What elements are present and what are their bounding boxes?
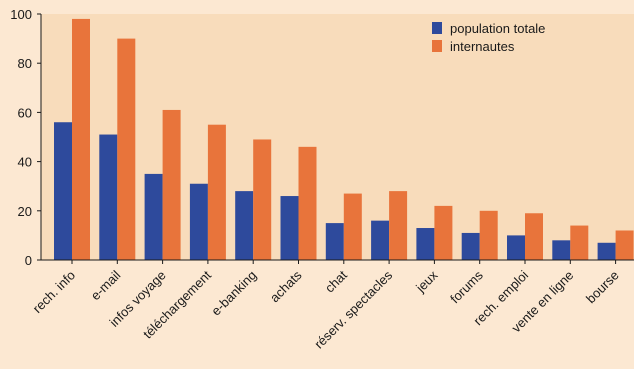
bar-population-totale-infos-voyage bbox=[144, 173, 163, 260]
bars bbox=[54, 18, 634, 261]
bar-population-totale-e-mail bbox=[99, 134, 118, 260]
legend: population totale internautes bbox=[432, 21, 545, 54]
legend-swatch-internautes bbox=[432, 40, 442, 52]
y-tick-label-80: 80 bbox=[18, 56, 32, 71]
legend-swatch-population-totale bbox=[432, 22, 442, 34]
bar-population-totale-bourse bbox=[597, 242, 616, 260]
bar-population-totale-rech-emploi bbox=[507, 235, 525, 260]
bar-internautes-bourse bbox=[615, 230, 634, 260]
legend-label-population-totale: population totale bbox=[450, 21, 545, 36]
bar-internautes-rech-info bbox=[72, 18, 90, 261]
bar-internautes-vente-en-ligne bbox=[570, 225, 589, 260]
y-tick-label-20: 20 bbox=[18, 204, 32, 219]
bar-internautes-infos-voyage bbox=[162, 109, 181, 260]
y-axis-ticks: 0 20 40 60 80 100 bbox=[10, 7, 41, 268]
bar-internautes-telechargement bbox=[207, 124, 226, 260]
bar-internautes-e-mail bbox=[117, 38, 136, 260]
bar-internautes-e-banking bbox=[253, 139, 272, 260]
bar-internautes-chat bbox=[343, 193, 362, 260]
bar-population-totale-forums bbox=[461, 232, 480, 260]
y-tick-label-60: 60 bbox=[18, 105, 32, 120]
bar-internautes-achats bbox=[298, 146, 317, 260]
bar-internautes-forums bbox=[479, 210, 498, 260]
bar-population-totale-achats bbox=[280, 196, 299, 260]
bar-population-totale-chat bbox=[325, 223, 344, 260]
legend-label-internautes: internautes bbox=[450, 39, 515, 54]
bar-internautes-reserv-spectacles bbox=[389, 191, 408, 260]
bar-population-totale-jeux bbox=[416, 228, 435, 260]
bar-population-totale-rech-info bbox=[54, 122, 72, 261]
bar-population-totale-telechargement bbox=[189, 183, 208, 260]
bar-internautes-jeux bbox=[434, 205, 453, 260]
bar-population-totale-reserv-spectacles bbox=[371, 220, 390, 260]
bar-population-totale-vente-en-ligne bbox=[552, 240, 571, 260]
y-tick-label-0: 0 bbox=[25, 253, 32, 268]
bar-internautes-rech-emploi bbox=[525, 213, 543, 260]
y-tick-label-100: 100 bbox=[10, 7, 32, 22]
y-tick-label-40: 40 bbox=[18, 155, 32, 170]
bar-population-totale-e-banking bbox=[235, 191, 254, 260]
